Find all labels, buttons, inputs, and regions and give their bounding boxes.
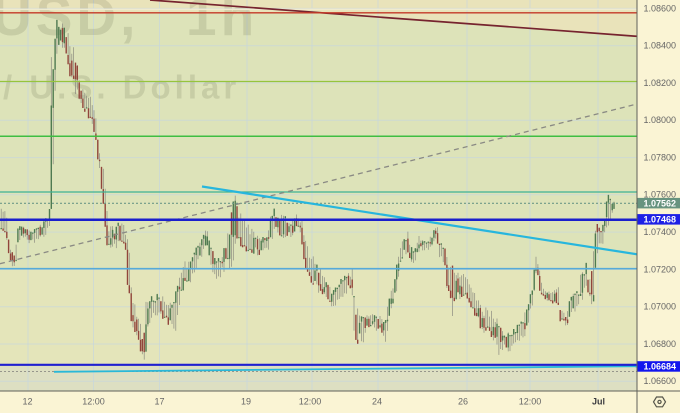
svg-text:12:00: 12:00 (82, 397, 105, 407)
svg-text:/ U.S. Dollar: / U.S. Dollar (3, 69, 240, 106)
svg-text:1.07800: 1.07800 (644, 153, 677, 163)
svg-text:1.08600: 1.08600 (644, 3, 677, 13)
svg-text:1.07200: 1.07200 (644, 264, 677, 274)
svg-text:1.06684: 1.06684 (644, 362, 677, 372)
svg-text:USD,: USD, (0, 0, 139, 47)
svg-text:12: 12 (22, 397, 32, 407)
svg-text:1.06600: 1.06600 (644, 376, 677, 386)
svg-text:1.07468: 1.07468 (644, 215, 677, 225)
svg-text:12:00: 12:00 (519, 397, 542, 407)
svg-text:12:00: 12:00 (299, 397, 322, 407)
svg-text:1.07600: 1.07600 (644, 190, 677, 200)
svg-text:Jul: Jul (592, 397, 605, 407)
svg-text:1.07000: 1.07000 (644, 302, 677, 312)
svg-text:26: 26 (458, 397, 468, 407)
svg-text:1h: 1h (186, 0, 258, 47)
svg-text:24: 24 (372, 397, 382, 407)
svg-text:1.07400: 1.07400 (644, 227, 677, 237)
svg-text:19: 19 (241, 397, 251, 407)
svg-text:1.08200: 1.08200 (644, 78, 677, 88)
svg-text:17: 17 (154, 397, 164, 407)
svg-text:1.08400: 1.08400 (644, 41, 677, 51)
svg-text:1.08000: 1.08000 (644, 115, 677, 125)
svg-text:1.06800: 1.06800 (644, 339, 677, 349)
svg-text:1.07562: 1.07562 (644, 198, 677, 208)
